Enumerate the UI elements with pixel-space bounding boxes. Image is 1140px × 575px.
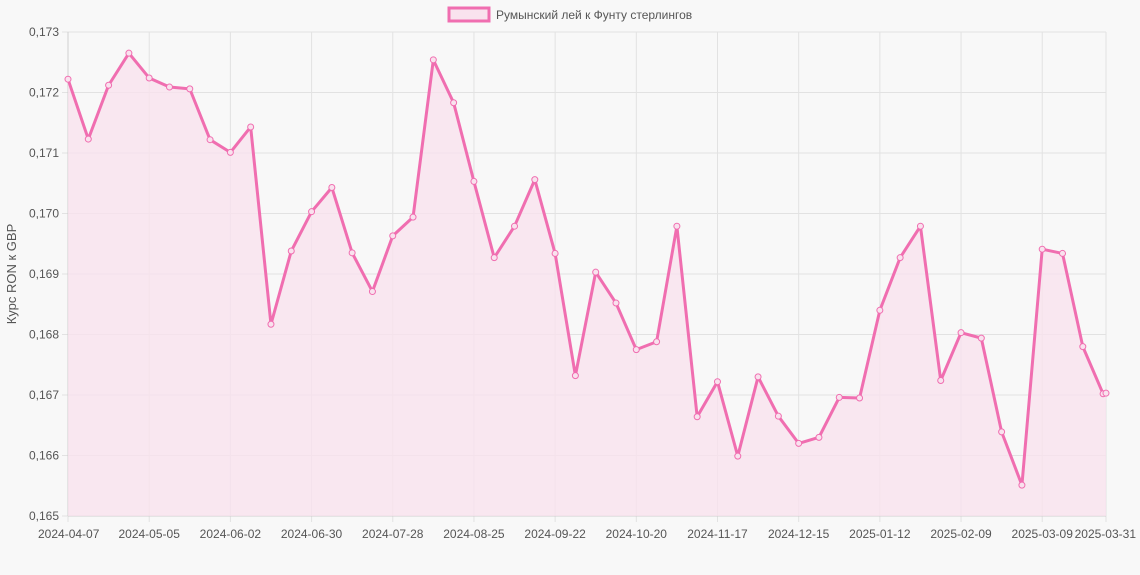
data-point [653, 338, 661, 346]
data-point [734, 452, 742, 460]
data-point [957, 329, 965, 337]
data-point [551, 249, 559, 257]
data-point [308, 208, 316, 216]
data-point [815, 433, 823, 441]
data-point [876, 306, 884, 314]
data-point [145, 74, 153, 82]
y-tick-label: 0,171 [29, 146, 59, 160]
data-point [1079, 343, 1087, 351]
data-point [226, 148, 234, 156]
x-tick-label: 2024-06-02 [200, 527, 262, 541]
y-tick-label: 0,168 [29, 328, 59, 342]
data-point [632, 346, 640, 354]
data-point [267, 320, 275, 328]
data-point [186, 85, 194, 93]
data-point [165, 83, 173, 91]
x-tick-label: 2024-10-20 [606, 527, 668, 541]
data-point [368, 288, 376, 296]
x-tick-label: 2024-09-22 [524, 527, 586, 541]
x-tick-label: 2025-01-12 [849, 527, 911, 541]
x-tick-label: 2025-03-09 [1012, 527, 1074, 541]
x-tick-label: 2024-08-25 [443, 527, 505, 541]
data-point [429, 56, 437, 64]
y-tick-label: 0,166 [29, 449, 59, 463]
legend-label: Румынский лей к Фунту стерлингов [496, 8, 692, 22]
data-point [531, 176, 539, 184]
data-points [64, 49, 1110, 489]
data-point [754, 373, 762, 381]
y-tick-label: 0,169 [29, 267, 59, 281]
data-point [328, 183, 336, 191]
x-tick-label: 2024-06-30 [281, 527, 343, 541]
data-point [247, 123, 255, 131]
data-point [916, 222, 924, 230]
y-tick-label: 0,172 [29, 86, 59, 100]
data-point [409, 213, 417, 221]
data-point [592, 268, 600, 276]
x-tick-label: 2024-12-15 [768, 527, 830, 541]
data-point [835, 393, 843, 401]
data-point [673, 222, 681, 230]
y-tick-label: 0,165 [29, 509, 59, 523]
data-point [84, 135, 92, 143]
data-point [450, 99, 458, 107]
data-point [511, 222, 519, 230]
data-point [287, 247, 295, 255]
y-axis-title: Курс RON к GBP [4, 224, 19, 325]
x-tick-label: 2025-03-31 [1075, 527, 1137, 541]
data-point [977, 334, 985, 342]
x-tick-label: 2024-07-28 [362, 527, 424, 541]
data-point [998, 428, 1006, 436]
data-point [612, 299, 620, 307]
data-point [693, 413, 701, 421]
y-tick-label: 0,167 [29, 388, 59, 402]
y-axis-ticks: 0,165 0,166 0,167 0,168 0,169 0,170 0,171 0,172… [29, 25, 59, 523]
x-tick-label: 2024-04-07 [38, 527, 100, 541]
data-point [1102, 389, 1110, 397]
x-tick-label: 2024-11-17 [687, 527, 748, 541]
data-point [795, 439, 803, 447]
y-tick-label: 0,173 [29, 25, 59, 39]
data-point [64, 75, 72, 83]
data-point [571, 372, 579, 380]
data-point [937, 376, 945, 384]
data-point [774, 412, 782, 420]
series-area [68, 53, 1106, 517]
legend[interactable]: Румынский лей к Фунту стерлингов [447, 6, 692, 23]
x-axis-ticks: 2024-04-07 2024-05-05 2024-06-02 2024-06-30… [38, 527, 1136, 541]
data-point [206, 136, 214, 144]
x-tick-label: 2025-02-09 [930, 527, 992, 541]
data-point [470, 177, 478, 185]
data-point [125, 49, 133, 57]
data-point [105, 81, 113, 89]
data-point [389, 232, 397, 240]
data-point [1059, 249, 1067, 257]
data-point [490, 254, 498, 262]
data-point [856, 394, 864, 402]
data-point [1018, 481, 1026, 489]
data-point [1038, 245, 1046, 253]
legend-swatch [447, 6, 491, 23]
data-point [896, 254, 904, 262]
data-point [713, 378, 721, 386]
x-tick-label: 2024-05-05 [118, 527, 180, 541]
y-tick-label: 0,170 [29, 207, 59, 221]
data-point [348, 249, 356, 257]
